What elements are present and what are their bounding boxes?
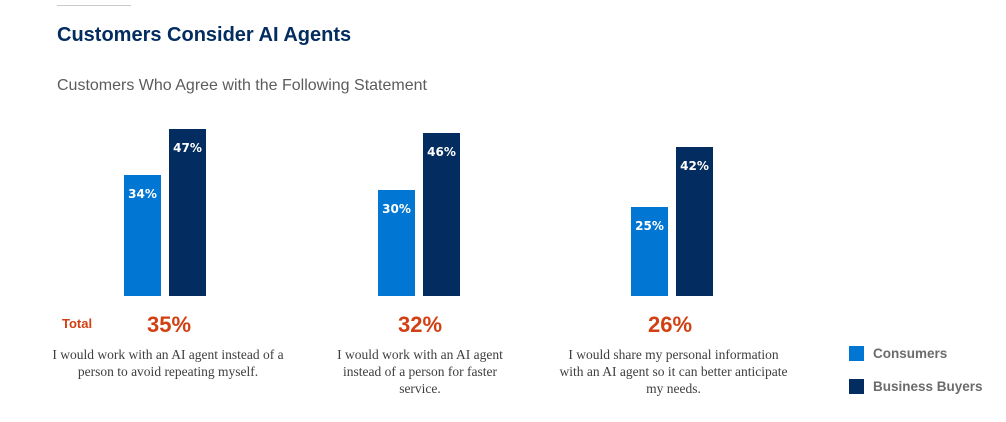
bar-value-label: 42% <box>680 159 709 173</box>
legend-label: Consumers <box>873 346 948 361</box>
bar-value-label: 30% <box>382 202 411 216</box>
total-value-group-1: 35% <box>146 312 192 337</box>
bar-value-label: 34% <box>128 187 157 201</box>
total-value-group-2: 32% <box>397 312 443 337</box>
legend-label: Business Buyers <box>873 379 983 394</box>
total-label: Total <box>62 316 93 331</box>
chart-title: Customers Consider AI Agents <box>57 24 352 46</box>
bar-value-label: 46% <box>427 145 456 159</box>
bar-business-group-3: 42% <box>676 147 713 296</box>
statement-group-3: I would share my personal information wi… <box>559 347 788 396</box>
legend-swatch-business-buyers <box>849 379 864 394</box>
chart-subtitle: Customers Who Agree with the Following S… <box>57 77 427 94</box>
top-divider <box>57 5 131 6</box>
bar-business-group-2: 46% <box>423 133 460 296</box>
bar-consumers-group-1: 34% <box>124 175 161 296</box>
bar-value-label: 47% <box>173 141 202 155</box>
total-value-group-3: 26% <box>647 312 693 337</box>
bar-consumers-group-3: 25% <box>631 207 668 296</box>
bar-business-group-1: 47% <box>169 129 206 296</box>
legend-item-business-buyers: Business Buyers <box>849 379 983 394</box>
bar-consumers-group-2: 30% <box>378 190 415 296</box>
statement-group-1: I would work with an AI agent instead of… <box>52 347 284 379</box>
legend-swatch-consumers <box>849 346 864 361</box>
bar-value-label: 25% <box>635 219 664 233</box>
legend-item-consumers: Consumers <box>849 346 947 361</box>
statement-group-2: I would work with an AI agent instead of… <box>337 347 503 396</box>
